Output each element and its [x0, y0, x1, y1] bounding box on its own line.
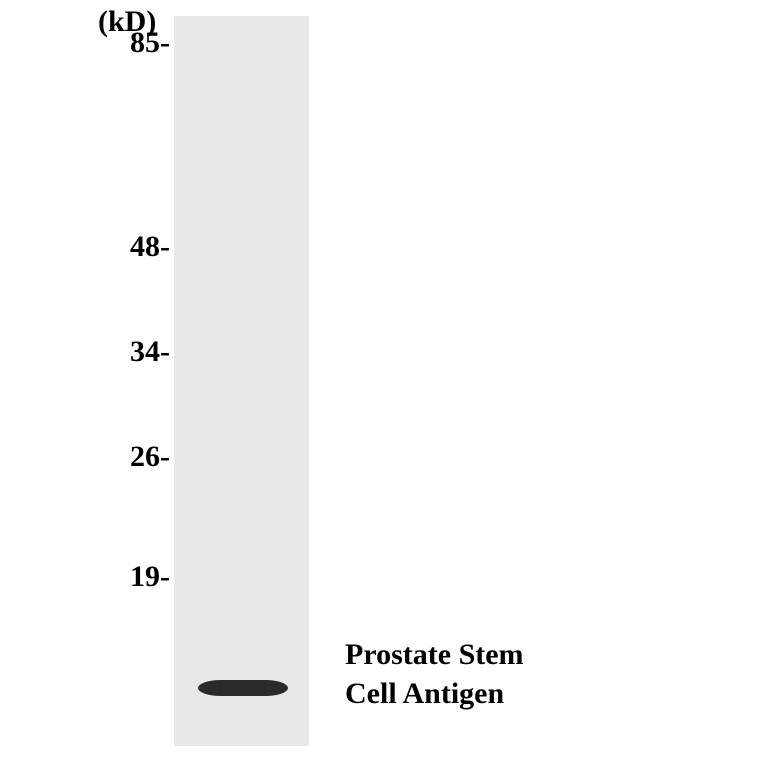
sample-label-line1: Prostate Stem — [345, 638, 524, 671]
mw-marker-34: 34- — [90, 335, 170, 369]
protein-band — [198, 680, 288, 696]
western-blot-figure: (kD) 85- 48- 34- 26- 19- Prostate Stem C… — [0, 0, 764, 764]
sample-label-line2: Cell Antigen — [345, 677, 504, 710]
mw-marker-85: 85- — [90, 26, 170, 60]
mw-marker-48: 48- — [90, 230, 170, 264]
sample-label: Prostate Stem Cell Antigen — [345, 635, 524, 713]
mw-marker-19: 19- — [90, 560, 170, 594]
blot-lane — [174, 16, 309, 746]
mw-marker-26: 26- — [90, 440, 170, 474]
